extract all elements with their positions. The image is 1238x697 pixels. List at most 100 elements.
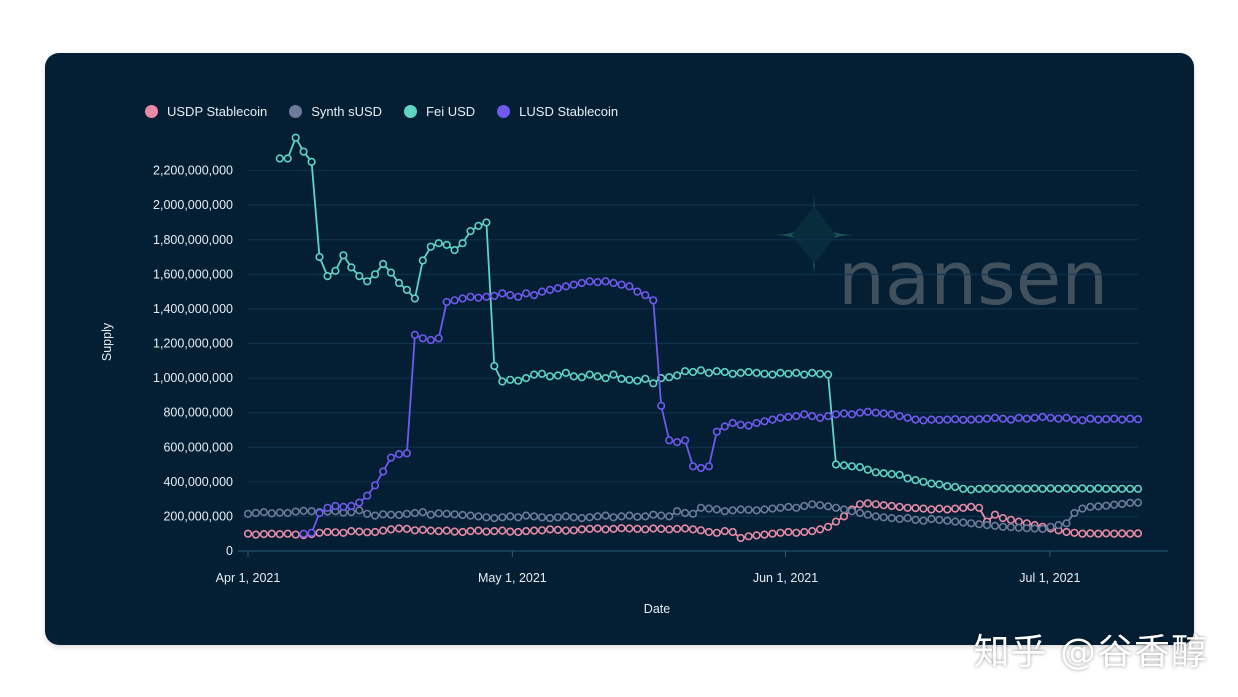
data-point[interactable] [545,372,555,381]
data-point[interactable] [561,368,571,378]
data-point[interactable] [585,513,594,522]
data-point[interactable] [498,377,507,386]
data-point[interactable] [728,506,737,515]
data-point[interactable] [323,503,332,512]
data-point[interactable] [251,508,260,518]
data-point[interactable] [966,502,976,512]
data-point[interactable] [521,526,531,536]
data-point[interactable] [442,240,451,249]
data-point[interactable] [1022,524,1031,533]
data-point[interactable] [450,296,459,305]
data-point[interactable] [521,511,531,520]
data-point[interactable] [990,510,1000,519]
data-point[interactable] [331,501,340,511]
data-point[interactable] [243,509,253,518]
data-point[interactable] [355,272,364,281]
data-point[interactable] [243,529,253,538]
data-point[interactable] [1125,484,1135,493]
data-point[interactable] [506,527,515,536]
data-point[interactable] [839,505,849,514]
data-point[interactable] [863,499,872,508]
data-point[interactable] [514,527,523,537]
data-point[interactable] [1062,484,1071,493]
data-point[interactable] [553,525,563,535]
data-point[interactable] [720,507,729,516]
data-point[interactable] [386,268,396,277]
data-point[interactable] [752,531,761,540]
data-point[interactable] [545,285,555,295]
data-point[interactable] [649,379,658,388]
data-point[interactable] [1102,529,1111,538]
data-point[interactable] [1062,519,1071,528]
data-point[interactable] [665,373,674,382]
data-point[interactable] [736,420,745,429]
data-point[interactable] [784,502,793,512]
data-point[interactable] [553,371,563,380]
data-point[interactable] [879,409,888,418]
data-point[interactable] [1062,527,1071,537]
data-point[interactable] [768,504,777,513]
data-point[interactable] [474,293,483,302]
data-point[interactable] [617,524,626,533]
data-point[interactable] [752,506,761,515]
data-point[interactable] [823,522,833,531]
data-point[interactable] [1062,413,1071,423]
data-point[interactable] [998,522,1008,531]
data-point[interactable] [371,527,380,537]
data-point[interactable] [871,500,880,509]
data-point[interactable] [323,272,332,281]
data-point[interactable] [982,484,992,493]
data-point[interactable] [736,368,745,378]
data-point[interactable] [386,510,396,519]
data-point[interactable] [966,519,976,528]
data-point[interactable] [577,525,586,534]
data-point[interactable] [410,526,420,535]
data-point[interactable] [1117,529,1127,538]
data-point[interactable] [1070,484,1079,493]
data-point[interactable] [831,517,841,526]
data-point[interactable] [267,529,276,538]
data-point[interactable] [903,413,912,423]
data-point[interactable] [1102,484,1111,493]
data-point[interactable] [458,527,467,537]
data-point[interactable] [490,513,499,523]
data-point[interactable] [593,524,602,533]
data-point[interactable] [1014,413,1023,423]
data-point[interactable] [712,427,721,436]
data-point[interactable] [688,525,698,534]
data-point[interactable] [490,291,499,301]
data-point[interactable] [768,415,777,424]
data-point[interactable] [347,501,356,511]
data-point[interactable] [808,500,817,509]
data-point[interactable] [943,505,952,514]
data-point[interactable] [808,526,817,536]
data-point[interactable] [1006,415,1016,424]
data-point[interactable] [450,246,459,255]
data-point[interactable] [498,526,507,535]
data-point[interactable] [283,154,292,163]
data-point[interactable] [275,154,284,163]
data-point[interactable] [879,469,888,478]
data-point[interactable] [434,526,443,536]
data-point[interactable] [1070,508,1079,518]
data-point[interactable] [498,289,507,298]
data-point[interactable] [402,509,412,518]
data-point[interactable] [641,374,650,384]
data-point[interactable] [792,503,801,512]
data-point[interactable] [736,505,745,514]
data-point[interactable] [577,373,586,382]
data-point[interactable] [823,370,833,379]
data-point[interactable] [672,507,682,516]
data-point[interactable] [434,509,443,518]
data-point[interactable] [521,374,531,383]
data-point[interactable] [815,413,825,423]
data-point[interactable] [426,242,435,251]
data-point[interactable] [275,508,284,517]
data-point[interactable] [959,503,968,512]
data-point[interactable] [943,415,952,424]
data-point[interactable] [1086,502,1095,512]
data-point[interactable] [625,375,634,384]
data-point[interactable] [935,415,944,425]
data-point[interactable] [990,413,1000,423]
data-point[interactable] [394,510,404,520]
